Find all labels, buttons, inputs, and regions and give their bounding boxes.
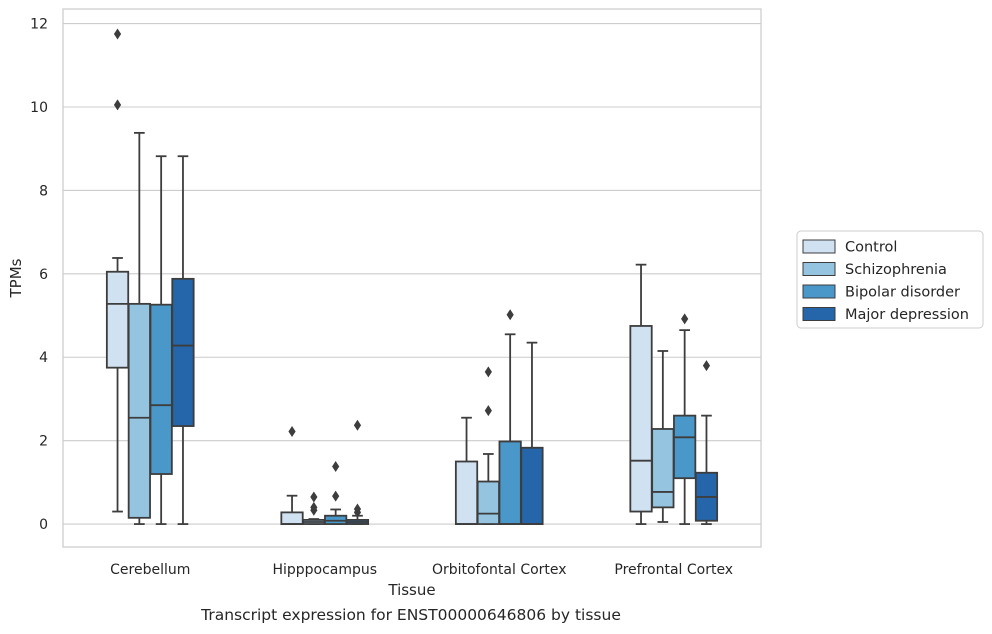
outlier-point [332,461,340,473]
x-tick-label: Hipppocampus [272,562,377,578]
y-tick-label: 4 [39,350,48,366]
box-series [105,28,719,525]
series-control [105,28,653,525]
series-schizophrenia [127,131,675,525]
outlier-point [506,309,514,321]
legend-swatch [802,262,836,276]
box [280,511,304,525]
series-bipolar-disorder [149,155,697,525]
outlier-point [332,490,340,502]
y-axis-label: TPMs [7,258,25,298]
box [127,302,151,519]
outlier-point [681,313,689,325]
y-tick-label: 2 [39,434,48,450]
legend-label: Control [845,240,897,256]
plot-frame [62,8,762,548]
outlier-point [484,405,492,417]
outlier-point [353,419,362,431]
series-major-depression [171,155,719,525]
x-axis-label: Tissue [387,581,435,599]
y-axis-ticks: 0 2 4 6 8 10 12 [30,17,48,533]
x-tick-label: Prefrontal Cortex [614,562,733,578]
box [673,414,697,480]
legend-label: Major depression [845,307,969,323]
outlier-point [113,99,122,111]
x-axis-ticks: Cerebellum Hipppocampus Orbitofontal Corte… [110,562,733,578]
legend-label: Schizophrenia [845,262,947,278]
y-tick-label: 10 [30,100,48,116]
box [105,270,130,369]
box [520,446,544,525]
box [454,460,479,525]
outlier-point [484,366,492,378]
legend-swatch [802,284,836,299]
legend-swatch [802,307,836,321]
y-tick-label: 8 [39,183,48,199]
legend-label: Bipolar disorder [845,285,960,301]
legend-frame [796,230,984,329]
outlier-point [310,491,318,503]
figure-caption: Transcript expression for ENST0000064680… [201,606,621,624]
x-tick-label: Cerebellum [110,562,190,578]
legend-swatch [802,239,836,254]
outlier-point [113,28,122,40]
y-tick-label: 0 [39,517,48,533]
x-tick-label: Orbitofontal Cortex [432,562,567,578]
box [498,440,522,525]
outlier-point [310,501,318,513]
outlier-point [288,425,296,437]
outlier-point [353,503,362,515]
box [476,480,500,525]
box [171,277,195,427]
box [149,303,173,475]
y-tick-label: 12 [30,17,48,33]
box [651,428,675,509]
outlier-point [702,360,711,372]
y-tick-label: 6 [39,267,48,283]
box [629,325,653,513]
legend: Control Schizophrenia Bipolar disorder Majo… [796,230,984,329]
